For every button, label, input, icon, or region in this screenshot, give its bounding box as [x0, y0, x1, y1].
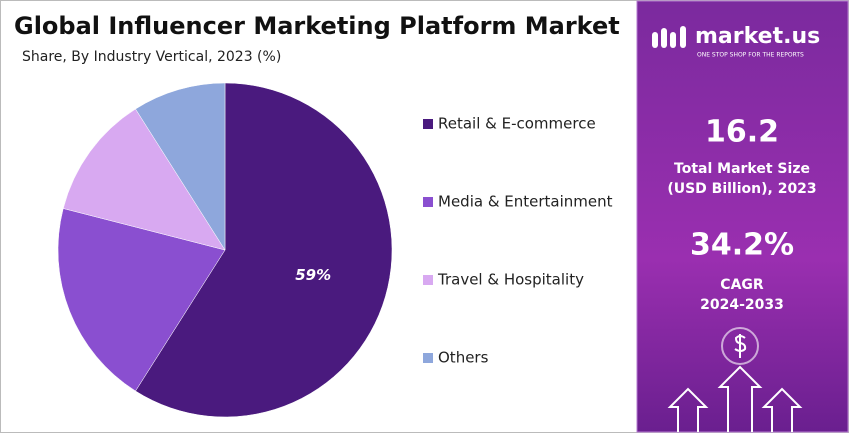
legend-swatch: [423, 353, 433, 363]
cagr-label: CAGR: [720, 277, 764, 293]
panel-bg: [636, 0, 849, 433]
legend-swatch: [423, 197, 433, 207]
legend-swatch: [423, 119, 433, 129]
pie-slice: [57, 208, 226, 392]
pie-slice: [135, 82, 226, 251]
legend-swatch: [423, 275, 433, 285]
legend-label: Travel & Hospitality: [437, 271, 584, 289]
market-size-label: Total Market Size: [674, 161, 810, 177]
pie-slice: [135, 82, 393, 418]
market-size: 16.2: [705, 115, 779, 150]
cagr-label: 2024-2033: [700, 297, 784, 313]
arrows-icon: [667, 327, 803, 432]
chart-title: Global Influencer Marketing Platform Mar…: [14, 12, 620, 40]
cagr: 34.2%: [690, 228, 794, 263]
brand: market.us: [695, 24, 820, 49]
chart-subtitle: Share, By Industry Vertical, 2023 (%): [22, 49, 281, 65]
pie: 59%: [57, 82, 393, 418]
side-panel: market.us ONE STOP SHOP FOR THE REPORTS …: [636, 0, 849, 433]
data-label: 59%: [295, 266, 331, 284]
legend-label: Media & Entertainment: [438, 193, 613, 211]
pie-slice: [62, 108, 226, 251]
market-size-label: (USD Billion), 2023: [667, 181, 816, 197]
logo-icon: [652, 26, 686, 48]
legend: Retail & E-commerce Media & Entertainment…: [423, 115, 613, 367]
legend-label: Retail & E-commerce: [438, 115, 596, 133]
tagline: ONE STOP SHOP FOR THE REPORTS: [697, 52, 804, 59]
legend-label: Others: [438, 349, 489, 367]
